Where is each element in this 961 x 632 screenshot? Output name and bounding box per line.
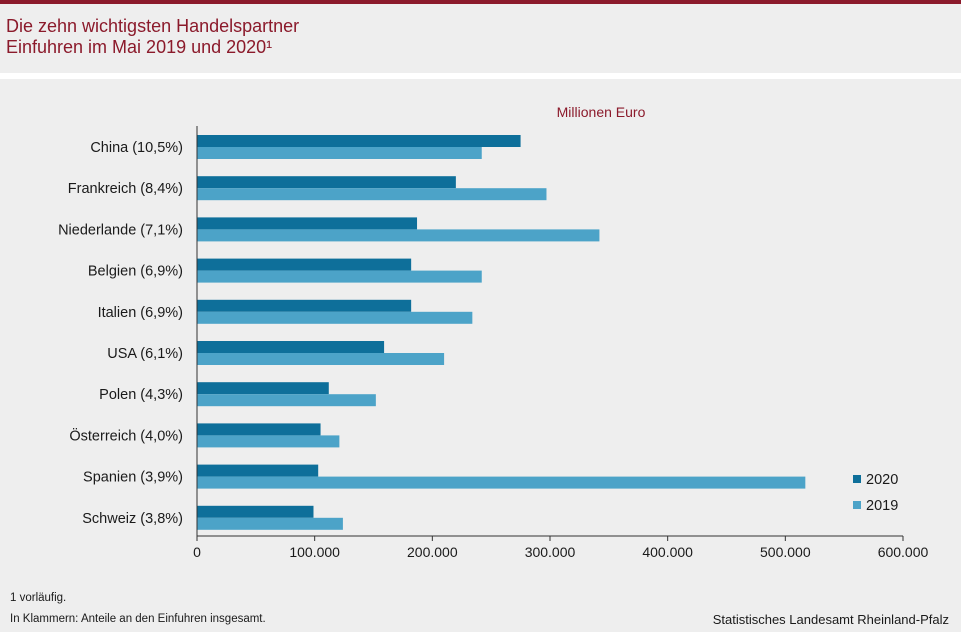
header-divider xyxy=(0,73,961,79)
chart-header: Die zehn wichtigsten Handelspartner Einf… xyxy=(0,4,961,73)
legend: 2020 2019 xyxy=(853,472,898,514)
chart-title: Die zehn wichtigsten Handelspartner Einf… xyxy=(6,16,300,57)
x-tick-label: 100.000 xyxy=(289,544,340,560)
bar-2020-8 xyxy=(197,464,319,477)
category-label: Italien (6,9%) xyxy=(98,305,183,321)
bar-2020-4 xyxy=(197,299,412,312)
bar-2019-6 xyxy=(197,394,376,407)
bar-2019-4 xyxy=(197,311,473,324)
bar-2020-5 xyxy=(197,341,385,353)
category-label: USA (6,1%) xyxy=(107,346,183,362)
bar-2020-6 xyxy=(197,382,329,395)
category-label: Polen (4,3%) xyxy=(99,387,183,403)
bar-2019-0 xyxy=(197,147,482,159)
top-accent-bar xyxy=(0,0,961,4)
x-tick-label: 600.000 xyxy=(878,544,929,560)
legend-label-2020: 2020 xyxy=(866,472,898,488)
bar-2019-7 xyxy=(197,435,340,448)
unit-label: Millionen Euro xyxy=(557,104,646,120)
category-labels: China (10,5%) Frankreich (8,4%) Niederland… xyxy=(58,140,183,527)
category-label: Schweiz (3,8%) xyxy=(82,511,183,527)
legend-swatch-2019 xyxy=(853,501,861,509)
legend-swatch-2020 xyxy=(853,475,861,483)
x-tick-label: 500.000 xyxy=(760,544,811,560)
category-label: Niederlande (7,1%) xyxy=(58,222,183,238)
bar-2020-1 xyxy=(197,176,456,189)
x-tick-label: 200.000 xyxy=(407,544,458,560)
bar-2019-8 xyxy=(197,476,806,489)
x-tick-label: 0 xyxy=(193,544,201,560)
bar-2020-3 xyxy=(197,258,412,271)
bar-2019-9 xyxy=(197,517,343,530)
category-label: Frankreich (8,4%) xyxy=(68,181,183,197)
category-label: China (10,5%) xyxy=(90,140,183,156)
category-label: Spanien (3,9%) xyxy=(83,470,183,486)
bar-2019-1 xyxy=(197,188,547,201)
bar-2020-2 xyxy=(197,217,418,230)
x-tick-label: 300.000 xyxy=(525,544,576,560)
source-label: Statistisches Landesamt Rheinland-Pfalz xyxy=(712,612,949,627)
footnote-preliminary: 1 vorläufig. xyxy=(10,592,67,604)
bar-2020-0 xyxy=(197,135,521,147)
bar-2019-3 xyxy=(197,270,482,283)
x-axis: 0 100.000 200.000 300.000 400.000 500.000 600.… xyxy=(193,126,929,560)
legend-label-2019: 2019 xyxy=(866,498,898,514)
bar-2020-9 xyxy=(197,505,314,518)
footnote-shares: In Klammern: Anteile an den Einfuhren in… xyxy=(10,613,266,625)
bars-group xyxy=(197,135,806,530)
bar-2020-7 xyxy=(197,423,321,436)
bar-2019-5 xyxy=(197,353,445,365)
category-label: Österreich (4,0%) xyxy=(69,426,183,444)
chart-area xyxy=(0,79,961,632)
x-tick-label: 400.000 xyxy=(642,544,693,560)
bar-2019-2 xyxy=(197,229,600,242)
category-label: Belgien (6,9%) xyxy=(88,264,183,280)
